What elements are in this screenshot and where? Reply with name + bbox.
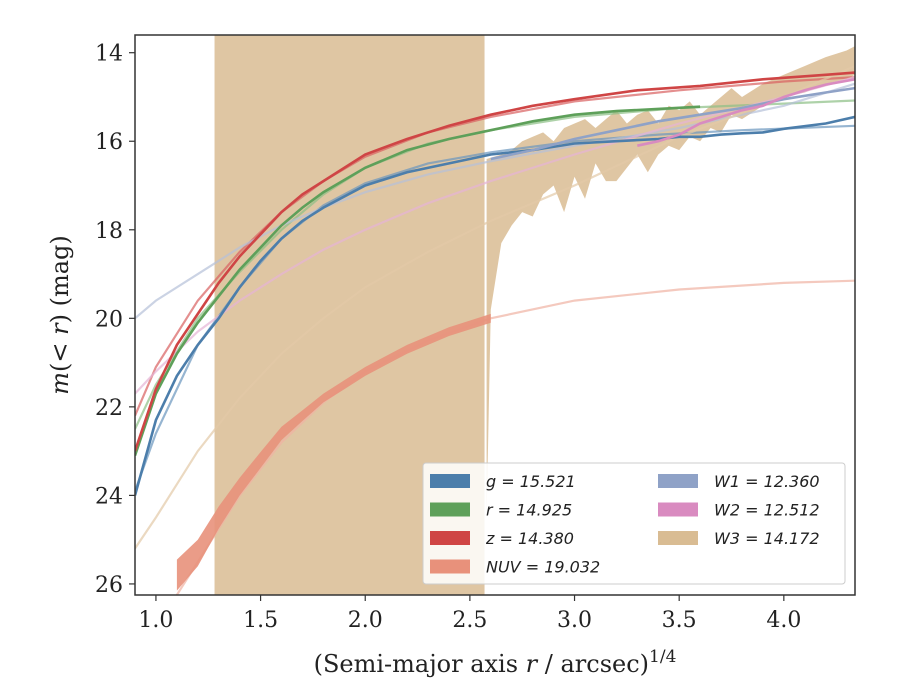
legend-swatch-r <box>430 502 470 517</box>
y-tick-label: 16 <box>95 130 123 155</box>
w1-model-curve <box>135 82 855 320</box>
plot-area <box>135 35 855 595</box>
plot-frame <box>134 34 856 596</box>
x-tick-label: 4.0 <box>766 608 801 633</box>
z-data-curve <box>135 71 855 452</box>
w2-data-curve <box>637 78 855 147</box>
y-tick-label: 24 <box>95 484 123 509</box>
x-tick-label: 3.5 <box>662 608 697 633</box>
y-tick-label: 22 <box>95 396 123 421</box>
r-data-curve <box>135 105 701 457</box>
legend-box <box>422 462 846 585</box>
x-tick-label: 1.0 <box>138 608 173 633</box>
legend-swatch-g <box>430 474 470 488</box>
x-axis-label: (Semi-major axis r / arcsec)1/4 <box>314 647 677 678</box>
y-tick-label: 14 <box>95 42 123 67</box>
legend-label-g: g = 15.521 <box>486 472 576 491</box>
y-axis-label: m(< r) (mag) <box>46 235 74 395</box>
x-tick-label: 2.0 <box>348 608 383 633</box>
legend-swatch-w3 <box>658 531 698 545</box>
legend-swatch-nuv <box>430 559 470 574</box>
legend-label-w3: W3 = 14.172 <box>714 529 820 548</box>
w2-model-curve <box>135 76 855 395</box>
z-model-curve <box>135 76 855 417</box>
legend-swatch-w1 <box>658 474 698 488</box>
legend: g = 15.521 r = 14.925 z = 14.380 NUV = 19.0… <box>422 462 846 585</box>
legend-label-nuv: NUV = 19.032 <box>486 558 600 577</box>
legend-swatch-w2 <box>658 502 698 517</box>
y-tick-label: 26 <box>95 573 123 598</box>
g-data-curve <box>135 115 855 496</box>
legend-label-w2: W2 = 12.512 <box>714 501 820 520</box>
w3-data-band <box>486 46 855 518</box>
y-tick-label: 18 <box>95 219 123 244</box>
x-tick-label: 3.0 <box>557 608 592 633</box>
x-tick-label: 1.5 <box>243 608 278 633</box>
y-tick-label: 20 <box>95 307 123 332</box>
x-tick-label: 2.5 <box>452 608 487 633</box>
legend-swatch-z <box>430 531 470 545</box>
legend-label-w1: W1 = 12.360 <box>714 472 820 491</box>
legend-label-r: r = 14.925 <box>486 501 572 520</box>
axes: 1.0 1.5 2.0 2.5 3.0 3.5 4.0 14 16 18 20 22 24 26 <box>95 42 801 633</box>
w1-data-curve <box>490 86 855 161</box>
legend-label-z: z = 14.380 <box>485 529 574 548</box>
